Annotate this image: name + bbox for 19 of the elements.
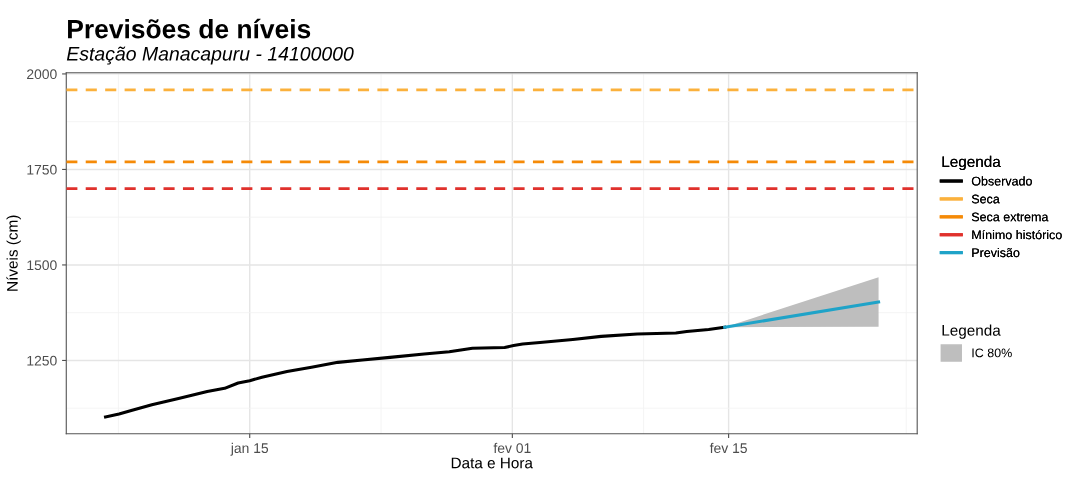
y-tick-label: 1500 [27,260,57,271]
legend-label: Previsão [972,247,1020,258]
legend-label: Seca [971,194,1000,204]
y-axis-title: Níveis (cm) [6,215,21,291]
legend-title: Legenda [942,155,1001,171]
legend-label: Mínimo histórico [972,229,1062,240]
x-tick-label: fev 01 [493,442,531,454]
text: Legenda [942,324,1001,339]
x-axis-title: Data e Hora [451,457,533,469]
x-tick-label: fev 15 [709,442,747,454]
y-tick-label: 2000 [27,69,57,80]
legend-label: Seca extrema [971,212,1049,222]
legend-label: Observado [971,176,1032,186]
x-tick-label: jan 15 [230,442,269,456]
chart-subtitle: Estação Manacapuru - 14100000 [66,46,354,65]
chart-title: Previsões de níveis [68,18,311,39]
y-tick-label: 1750 [27,164,57,175]
y-tick-label: 1250 [27,355,57,366]
text: IC 80% [972,348,1012,358]
